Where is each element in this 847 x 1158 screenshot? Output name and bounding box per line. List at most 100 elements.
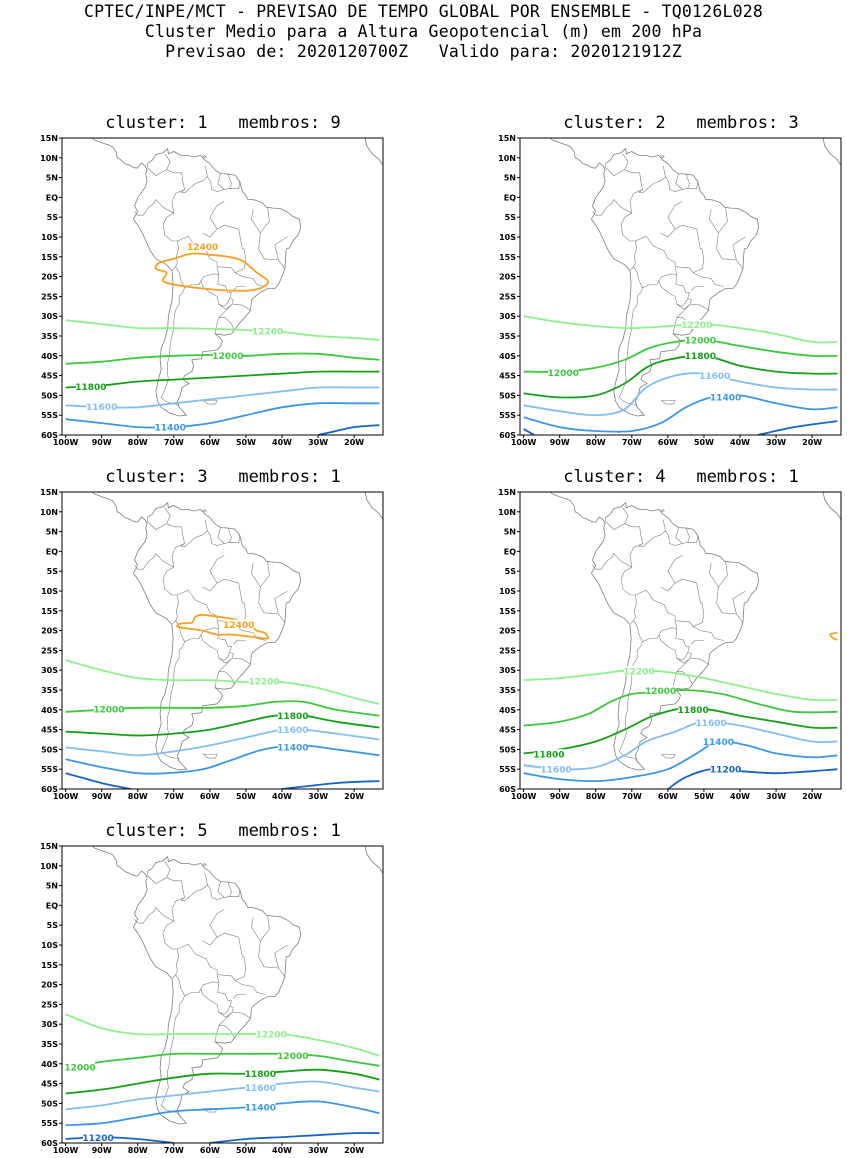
lat-tick-label: 25S — [41, 292, 58, 301]
border-line — [209, 909, 225, 938]
contour-label: 11400 — [703, 738, 734, 748]
border-line — [692, 248, 724, 287]
border-line — [218, 298, 234, 310]
contour-label: 11800 — [685, 352, 716, 362]
border-line — [642, 165, 666, 193]
border-line — [685, 527, 690, 543]
border-line — [618, 287, 643, 408]
island-outline — [120, 106, 156, 118]
border-line — [134, 199, 157, 216]
lat-tick-label: 20S — [41, 627, 58, 636]
border-line — [691, 640, 704, 645]
island-outline — [642, 479, 648, 481]
contour-label: 11600 — [699, 372, 730, 382]
border-line — [716, 207, 744, 269]
lon-tick-label: 30W — [308, 438, 328, 447]
lat-tick-label: 5N — [46, 174, 58, 183]
contour-line-12200 — [523, 669, 838, 702]
lat-tick-label: 15N — [498, 488, 516, 497]
lon-tick-label: 100W — [53, 1146, 79, 1155]
lon-tick-label: 50W — [694, 792, 714, 801]
lon-tick-label: 20W — [344, 792, 364, 801]
cluster-panel-1: cluster: 1 membros: 9 12400 12200 12000 1180… — [0, 110, 384, 447]
lat-tick-label: 55S — [41, 1119, 58, 1128]
header-line-2: Cluster Medio para a Altura Geopotencial… — [144, 22, 703, 41]
lat-tick-label: 10S — [499, 233, 516, 242]
contour-label-bg — [65, 1061, 96, 1071]
border-line — [605, 153, 629, 176]
lat-tick-label: 10S — [41, 233, 58, 242]
contour-label-bg — [696, 717, 727, 727]
island-outline — [202, 862, 207, 866]
header-line-1: CPTEC/INPE/MCT - PREVISAO DE TEMPO GLOBA… — [84, 2, 763, 21]
lon-tick-label: 80W — [586, 438, 606, 447]
lat-tick-label: 60S — [41, 1139, 58, 1148]
contour-line-12200 — [65, 1013, 380, 1057]
lat-tick-label: 5S — [505, 213, 517, 222]
contour-line-12400 — [154, 252, 269, 292]
border-line — [258, 561, 286, 623]
border-line — [238, 583, 245, 604]
lon-tick-label: 50W — [694, 438, 714, 447]
border-line — [217, 527, 225, 544]
contour-label: 11600 — [696, 719, 727, 729]
border-line — [217, 881, 225, 898]
cluster-panel-4: cluster: 4 membros: 1 12200 12000 11800 1180… — [458, 464, 842, 801]
contour-label: 11600 — [277, 726, 308, 736]
island-outline — [578, 106, 614, 118]
contour-label-bg — [245, 1102, 276, 1112]
border-line — [207, 176, 241, 192]
lat-tick-label: 55S — [499, 765, 516, 774]
lat-tick-label: 50S — [41, 1099, 58, 1108]
border-line — [207, 530, 241, 546]
lat-tick-label: EQ — [504, 193, 516, 202]
border-line — [233, 1012, 251, 1019]
border-line — [160, 287, 185, 408]
island-outline — [159, 473, 179, 479]
island-outline — [120, 814, 156, 826]
cluster-panel-3: cluster: 3 membros: 1 12400 12200 12000 1180… — [0, 464, 384, 801]
lon-tick-label: 100W — [53, 792, 79, 801]
contour-label-bg — [277, 1050, 308, 1060]
africa-coastline — [822, 492, 841, 520]
lat-tick-label: 30S — [499, 666, 516, 675]
border-line — [202, 578, 239, 592]
border-line — [696, 583, 703, 604]
border-line — [691, 658, 709, 665]
border-line — [155, 897, 185, 922]
island-outline — [660, 154, 665, 158]
contour-line-11800 — [65, 714, 380, 737]
lat-tick-label: 20S — [41, 273, 58, 282]
lat-tick-label: 40S — [41, 706, 58, 715]
contour-line-11800 — [65, 370, 380, 389]
contour-line-12200 — [65, 319, 380, 341]
lon-tick-label: 20W — [344, 438, 364, 447]
contour-label-bg — [685, 334, 716, 344]
border-line — [675, 274, 690, 293]
lat-tick-label: 35S — [499, 332, 516, 341]
border-line — [716, 561, 744, 623]
lat-tick-label: 10N — [40, 508, 58, 517]
border-line — [618, 641, 643, 762]
contour-line-12000 — [523, 338, 838, 373]
border-line — [227, 881, 232, 897]
lon-tick-label: 80W — [128, 792, 148, 801]
border-line — [605, 507, 629, 530]
border-line — [155, 543, 185, 568]
contour-label-bg — [252, 326, 283, 336]
border-line — [202, 932, 239, 946]
border-line — [633, 620, 677, 643]
border-line — [200, 634, 232, 661]
lon-tick-label: 60W — [200, 438, 220, 447]
map-frame — [61, 491, 384, 790]
border-line — [217, 974, 236, 981]
island-outline — [602, 478, 610, 481]
contour-label: 12400 — [187, 243, 218, 253]
lat-tick-label: 15N — [40, 842, 58, 851]
contour-label-bg — [223, 619, 254, 629]
border-line — [274, 944, 288, 969]
lat-tick-label: 5N — [46, 528, 58, 537]
lon-tick-label: 70W — [622, 792, 642, 801]
lat-tick-label: 20S — [499, 273, 516, 282]
geopotential-map: 12400 12200 12000 11800 11600 11400 15N 10N 5N EQ… — [40, 473, 384, 801]
